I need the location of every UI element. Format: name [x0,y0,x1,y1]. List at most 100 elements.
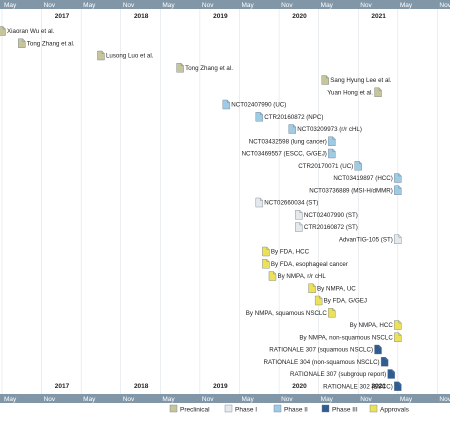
month-label: May [321,396,334,403]
document-icon-body [394,234,402,244]
document-icon [0,26,6,36]
document-icon-body [387,369,395,379]
month-label: Nov [281,396,293,403]
timeline-event: Lusong Luo et al. [97,50,154,61]
document-icon-body [295,222,303,232]
timeline-event: By NMPA, non-squamous NSCLC [299,332,402,342]
document-icon-body [262,259,270,269]
document-icon-fold [227,100,230,103]
year-label: 2018 [134,383,149,390]
event-label: Yuan Hong et al. [327,89,373,96]
timeline-event: CTR20160872 (NPC) [255,112,323,122]
event-label: NCT03736889 (MSI-H/dMMR) [309,187,393,194]
document-icon-body [295,210,303,220]
event-label: By FDA, HCC [271,249,310,256]
document-icon-fold [378,87,382,91]
document-icon [262,259,270,269]
event-label: NCT02660034 (ST) [264,200,318,207]
document-icon-fold [398,381,402,385]
document-icon [255,197,263,208]
timeline-event: By NMPA, r/r cHL [268,271,326,281]
document-icon [308,283,316,293]
month-label: Nov [44,2,56,9]
month-bar-bottom [0,394,450,403]
document-icon-body [97,50,105,61]
document-icon-fold [398,185,402,189]
document-icon-body [394,185,402,195]
document-icon-fold [398,332,402,336]
event-label: By NMPA, squamous NSCLC [246,310,328,317]
document-icon [354,161,362,171]
legend-swatch [369,404,378,413]
event-label: CTR20160872 (ST) [304,224,358,231]
event-label: CTR20160872 (NPC) [264,114,323,121]
document-icon [394,173,402,183]
month-label: Nov [202,396,214,403]
document-icon-body [288,124,296,134]
document-icon-body [374,87,382,97]
legend-item: Preclinical [169,404,210,414]
month-bar-top [0,0,450,9]
document-icon-body [314,295,323,306]
timeline-event: Xiaoran Wu et al. [0,26,55,36]
document-icon-body [328,308,336,318]
document-icon-fold [319,296,323,299]
month-label: May [83,2,96,9]
month-label: May [400,396,413,403]
legend-label: Approvals [380,407,410,414]
event-label: Lusong Luo et al. [106,53,154,60]
month-label: May [4,2,17,9]
event-label: RATIONALE 304 (non-squamous NSCLC) [264,359,380,366]
month-label: Nov [44,396,56,403]
timeline-event: NCT03209973 (r/r cHL) [288,124,362,134]
timeline-event: By NMPA, UC [308,283,356,293]
event-label: RATIONALE 302 (ESCC) [323,383,393,390]
document-icon-fold [22,38,26,42]
timeline-event: By FDA, G/GEJ [314,295,367,306]
document-icon-body [262,246,270,257]
timeline-event: AdvanTIG-105 (ST) [339,234,402,244]
document-icon [176,63,184,73]
month-label: Nov [123,2,135,9]
timeline-event: Yuan Hong et al. [327,87,382,97]
event-label: RATIONALE 307 (squamous NSCLC) [269,347,373,354]
document-icon-fold [273,271,276,275]
month-label: Nov [439,2,450,9]
document-icon-body [394,320,402,330]
timeline-event: By NMPA, squamous NSCLC [246,308,336,318]
document-icon [387,369,395,379]
month-label: May [162,2,175,9]
document-icon-fold [332,308,336,311]
month-label: Nov [360,396,372,403]
timeline-event: NCT03432598 (lung cancer) [249,136,336,146]
month-label: Nov [360,2,372,9]
document-icon [268,271,277,281]
timeline-event: RATIONALE 302 (ESCC) [323,381,402,391]
document-icon [394,185,402,195]
month-label: May [400,2,413,9]
document-icon-body [255,112,263,122]
document-icon-fold [180,63,184,66]
legend-item: Phase I [224,404,257,414]
document-icon [394,234,402,244]
year-label: 2021 [371,383,386,390]
timeline-event: NCT02660034 (ST) [255,197,318,208]
legend-label: Preclinical [180,407,210,414]
document-icon-body [374,344,382,355]
event-label: AdvanTIG-105 (ST) [339,236,393,243]
timeline-event: Tong Zhang et al. [18,38,75,48]
document-icon-body [268,271,277,281]
year-label: 2021 [371,13,386,20]
timeline-event: RATIONALE 307 (squamous NSCLC) [269,344,382,355]
document-icon-body [328,148,336,159]
document-icon-fold [359,161,362,164]
legend-swatch [224,404,233,413]
document-icon [374,87,382,97]
event-label: NCT02407990 (UC) [231,102,286,109]
document-icon-fold [392,369,395,373]
legend-swatch [321,404,330,413]
document-icon-body [394,332,402,342]
document-icon [328,148,336,159]
document-icon-fold [293,124,296,128]
document-icon [222,99,230,110]
